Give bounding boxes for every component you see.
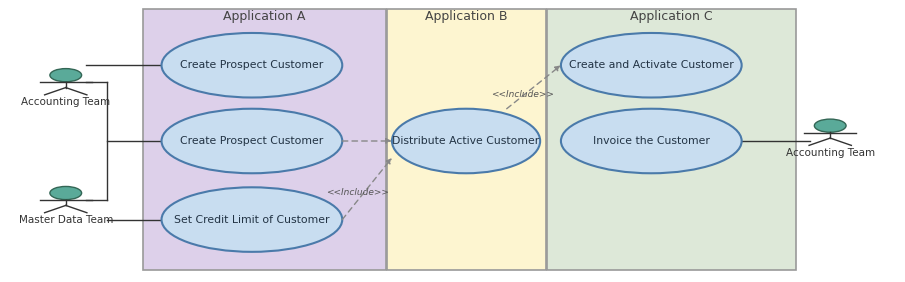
Text: Application A: Application A bbox=[224, 10, 306, 23]
Ellipse shape bbox=[561, 33, 742, 98]
Text: Invoice the Customer: Invoice the Customer bbox=[593, 136, 710, 146]
Text: Application B: Application B bbox=[424, 10, 508, 23]
Text: Create and Activate Customer: Create and Activate Customer bbox=[569, 60, 734, 70]
Text: Create Prospect Customer: Create Prospect Customer bbox=[180, 136, 323, 146]
FancyBboxPatch shape bbox=[144, 9, 386, 270]
Text: Accounting Team: Accounting Team bbox=[786, 147, 875, 158]
Text: <<Include>>: <<Include>> bbox=[491, 90, 555, 99]
Text: Accounting Team: Accounting Team bbox=[21, 97, 110, 107]
Ellipse shape bbox=[161, 33, 342, 98]
Ellipse shape bbox=[161, 187, 342, 252]
Ellipse shape bbox=[161, 109, 342, 173]
Text: Create Prospect Customer: Create Prospect Customer bbox=[180, 60, 323, 70]
Ellipse shape bbox=[50, 186, 81, 200]
FancyBboxPatch shape bbox=[387, 9, 546, 270]
FancyBboxPatch shape bbox=[548, 9, 795, 270]
Text: Set Credit Limit of Customer: Set Credit Limit of Customer bbox=[174, 215, 329, 224]
Text: Application C: Application C bbox=[630, 10, 712, 23]
Ellipse shape bbox=[50, 69, 81, 82]
Text: Master Data Team: Master Data Team bbox=[19, 215, 113, 225]
Text: Distribute Active Customer: Distribute Active Customer bbox=[393, 136, 539, 146]
Ellipse shape bbox=[392, 109, 540, 173]
Ellipse shape bbox=[814, 119, 846, 132]
Ellipse shape bbox=[561, 109, 742, 173]
Text: <<Include>>: <<Include>> bbox=[326, 188, 389, 197]
